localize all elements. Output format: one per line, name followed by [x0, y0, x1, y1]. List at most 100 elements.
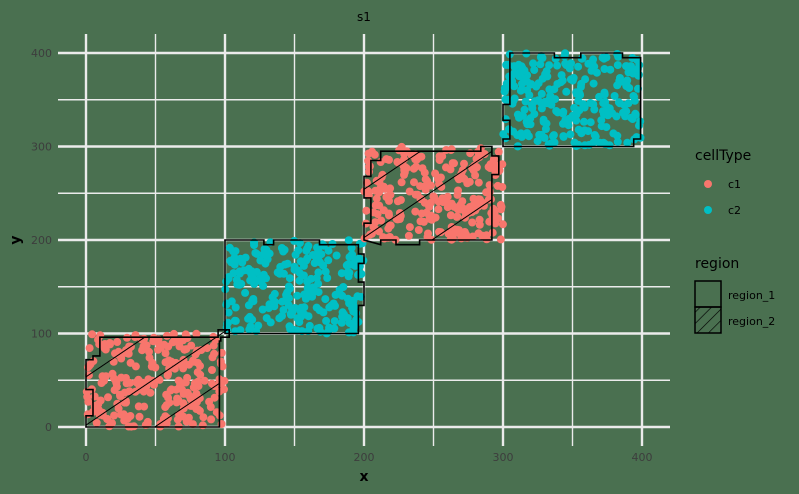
- data-point: [238, 258, 247, 267]
- data-point: [522, 118, 531, 126]
- data-point: [601, 97, 610, 106]
- data-point: [496, 235, 505, 244]
- data-point: [192, 329, 201, 338]
- data-point: [561, 49, 570, 58]
- data-point: [546, 91, 555, 100]
- y-tick-label: 400: [31, 47, 52, 60]
- data-point: [545, 61, 554, 70]
- legend-region2-label: region_2: [728, 315, 775, 328]
- data-point: [504, 125, 513, 134]
- data-point: [355, 254, 364, 263]
- data-point: [313, 243, 321, 252]
- y-tick-label: 0: [45, 421, 52, 434]
- x-tick-label: 300: [493, 451, 514, 464]
- data-point: [218, 362, 227, 371]
- data-point: [628, 115, 637, 123]
- region-outlines: [85, 52, 642, 428]
- data-point: [246, 322, 255, 331]
- data-point: [264, 304, 273, 312]
- data-point: [305, 321, 314, 330]
- data-point: [285, 274, 294, 283]
- data-point: [323, 274, 332, 282]
- data-point: [528, 104, 537, 113]
- data-point: [600, 65, 609, 73]
- data-point: [541, 125, 550, 133]
- x-tick-label: 0: [83, 451, 90, 464]
- data-point: [231, 247, 240, 256]
- data-point: [530, 66, 539, 74]
- y-axis-title: y: [8, 235, 24, 244]
- legend-celltype-title: cellType: [695, 148, 751, 164]
- legend-c2-label: c2: [728, 204, 741, 217]
- data-point: [247, 270, 256, 279]
- data-point: [574, 62, 583, 71]
- data-point: [262, 274, 270, 283]
- y-tick-label: 100: [31, 328, 52, 341]
- data-point: [301, 294, 310, 303]
- data-point: [270, 289, 279, 298]
- data-point: [613, 137, 622, 146]
- data-point: [275, 269, 284, 278]
- data-point: [84, 397, 93, 406]
- data-point: [502, 60, 511, 69]
- y-axis-ticks: 0 100 200 300 400: [31, 47, 52, 434]
- legend-region-title: region: [695, 256, 739, 272]
- x-tick-label: 200: [354, 451, 375, 464]
- data-point: [227, 297, 236, 306]
- legend-region1-swatch: [694, 280, 722, 308]
- data-point: [556, 78, 565, 87]
- data-point: [500, 84, 509, 93]
- data-point: [237, 279, 246, 288]
- data-point: [630, 96, 639, 105]
- data-point: [561, 59, 570, 68]
- data-point: [230, 253, 239, 262]
- data-point: [498, 183, 507, 191]
- data-point: [368, 147, 376, 156]
- data-point: [265, 249, 274, 258]
- data-point: [513, 110, 522, 119]
- data-point: [513, 131, 522, 140]
- chart-title: s1: [357, 10, 371, 24]
- x-tick-label: 400: [632, 451, 653, 464]
- data-point: [345, 268, 354, 277]
- data-point: [597, 122, 606, 131]
- data-point: [540, 133, 549, 142]
- data-point: [291, 250, 300, 259]
- data-point: [324, 256, 333, 265]
- data-point: [501, 95, 510, 104]
- data-point: [616, 77, 625, 86]
- data-point: [623, 138, 632, 147]
- data-point: [494, 147, 503, 156]
- data-point: [609, 129, 618, 138]
- data-point: [321, 295, 330, 304]
- data-point: [559, 132, 568, 141]
- data-point: [315, 306, 324, 315]
- region-outline-region_1: [224, 239, 365, 335]
- data-point: [295, 239, 304, 248]
- data-point: [236, 326, 245, 335]
- legend-c1-label: c1: [728, 178, 741, 191]
- data-point: [551, 54, 560, 63]
- data-point: [325, 303, 334, 312]
- x-axis-ticks: 0 100 200 300 400: [83, 451, 653, 464]
- data-point: [335, 285, 344, 294]
- data-point: [295, 318, 304, 327]
- data-point: [541, 70, 550, 79]
- data-point: [491, 219, 500, 228]
- data-point: [553, 61, 562, 70]
- data-point: [525, 91, 534, 100]
- x-axis-title: x: [359, 469, 368, 485]
- data-point: [332, 251, 341, 260]
- data-point: [552, 107, 561, 115]
- data-point: [310, 259, 319, 267]
- data-point: [321, 267, 330, 276]
- data-point: [293, 291, 302, 300]
- region-outline-region_2: [85, 328, 230, 428]
- data-point: [295, 276, 304, 285]
- data-point: [330, 324, 339, 333]
- data-point: [231, 316, 240, 325]
- data-point: [319, 241, 328, 250]
- data-point: [574, 140, 583, 149]
- data-point: [284, 301, 293, 310]
